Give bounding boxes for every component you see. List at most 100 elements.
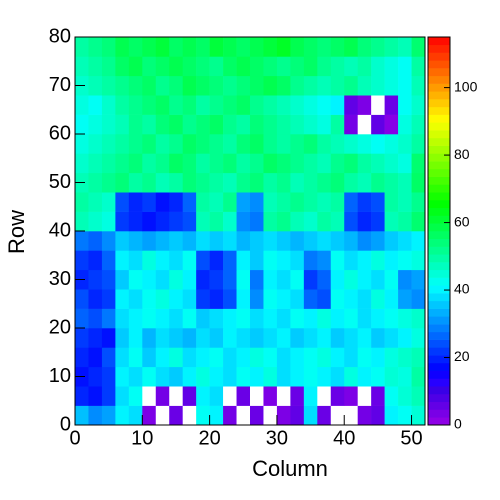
cell bbox=[142, 386, 157, 406]
cell bbox=[317, 366, 332, 387]
cell bbox=[371, 134, 385, 154]
cell bbox=[223, 37, 237, 57]
cell bbox=[223, 153, 237, 174]
cell bbox=[357, 37, 372, 57]
cell bbox=[290, 289, 305, 309]
cell bbox=[357, 386, 372, 406]
cell bbox=[398, 211, 412, 232]
cell bbox=[88, 211, 103, 232]
cell bbox=[384, 37, 399, 57]
cell bbox=[398, 231, 412, 251]
cell bbox=[182, 172, 197, 193]
cell bbox=[276, 366, 291, 387]
cell bbox=[411, 192, 426, 212]
colorbar-segment bbox=[428, 122, 450, 131]
colorbar-segment bbox=[428, 75, 450, 84]
cell bbox=[411, 231, 426, 251]
cell bbox=[88, 114, 103, 135]
cell bbox=[263, 37, 278, 57]
y-tick-label: 0 bbox=[60, 413, 71, 435]
cell bbox=[128, 192, 143, 212]
cell bbox=[115, 347, 130, 368]
cell bbox=[411, 134, 426, 154]
cell bbox=[357, 56, 372, 77]
cell bbox=[384, 231, 399, 251]
cell bbox=[209, 134, 224, 154]
colorbar-segment bbox=[428, 215, 450, 224]
cell bbox=[398, 347, 412, 368]
cell bbox=[290, 37, 305, 57]
cell bbox=[115, 153, 130, 174]
colorbar-segment bbox=[428, 331, 450, 340]
colorbar-segment bbox=[428, 192, 450, 201]
cell bbox=[196, 75, 210, 96]
cell bbox=[371, 56, 385, 77]
cell bbox=[223, 386, 237, 406]
cell bbox=[196, 347, 210, 368]
cell bbox=[196, 308, 210, 329]
cell bbox=[236, 250, 251, 271]
cell bbox=[75, 95, 89, 115]
cell bbox=[303, 153, 318, 174]
cell bbox=[223, 114, 237, 135]
cell bbox=[101, 37, 116, 57]
cell bbox=[250, 211, 264, 232]
cell bbox=[88, 405, 103, 426]
cell bbox=[317, 211, 332, 232]
colorbar-segment bbox=[428, 106, 450, 115]
cell bbox=[330, 250, 345, 271]
cell bbox=[411, 328, 426, 348]
colorbar-segment bbox=[428, 207, 450, 216]
y-tick-label: 80 bbox=[49, 25, 71, 47]
cell bbox=[290, 269, 305, 290]
cell bbox=[263, 172, 278, 193]
cell bbox=[142, 56, 157, 77]
cell bbox=[290, 328, 305, 348]
cell bbox=[101, 56, 116, 77]
cell bbox=[250, 250, 264, 271]
cell bbox=[209, 347, 224, 368]
cell bbox=[290, 75, 305, 96]
cell bbox=[88, 95, 103, 115]
colorbar-segment bbox=[428, 378, 450, 387]
cell bbox=[169, 347, 183, 368]
cell bbox=[344, 192, 358, 212]
cell bbox=[128, 211, 143, 232]
cell bbox=[263, 250, 278, 271]
cell bbox=[330, 328, 345, 348]
cell bbox=[263, 75, 278, 96]
cell bbox=[115, 386, 130, 406]
cell bbox=[182, 328, 197, 348]
cell bbox=[196, 289, 210, 309]
cell bbox=[344, 328, 358, 348]
cell bbox=[290, 153, 305, 174]
cell bbox=[209, 250, 224, 271]
cell bbox=[357, 172, 372, 193]
cell bbox=[398, 75, 412, 96]
cell bbox=[155, 37, 170, 57]
cell bbox=[371, 231, 385, 251]
cell bbox=[236, 269, 251, 290]
cell bbox=[263, 269, 278, 290]
cell bbox=[317, 172, 332, 193]
cell bbox=[330, 386, 345, 406]
cell bbox=[75, 289, 89, 309]
cell bbox=[115, 56, 130, 77]
cell bbox=[182, 250, 197, 271]
cell bbox=[290, 211, 305, 232]
cell bbox=[88, 75, 103, 96]
cell bbox=[142, 95, 157, 115]
cell bbox=[169, 250, 183, 271]
cell bbox=[88, 134, 103, 154]
cell bbox=[411, 37, 426, 57]
cell bbox=[75, 114, 89, 135]
colorbar-segment bbox=[428, 37, 450, 46]
cell bbox=[411, 250, 426, 271]
cell bbox=[169, 172, 183, 193]
cell bbox=[182, 95, 197, 115]
cell bbox=[182, 56, 197, 77]
cell bbox=[101, 95, 116, 115]
cell bbox=[276, 134, 291, 154]
cell bbox=[344, 269, 358, 290]
cell bbox=[398, 250, 412, 271]
